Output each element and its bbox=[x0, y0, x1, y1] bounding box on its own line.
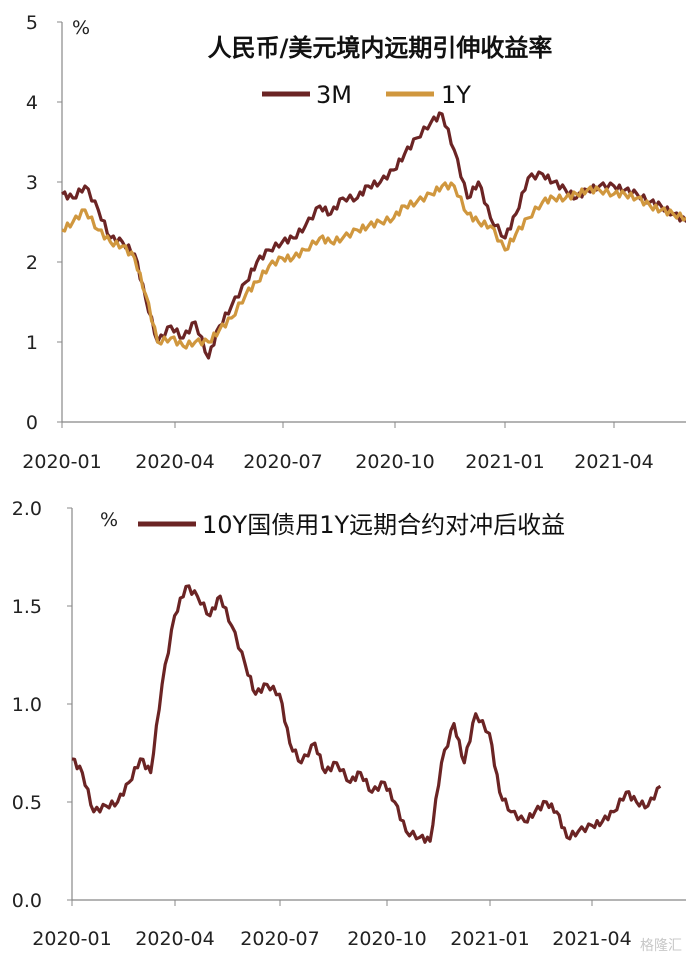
chart-2: 0.0 0.5 1.0 1.5 2.0 2020-01 2020-04 2020-07 2020… bbox=[12, 498, 686, 950]
x-tick-label: 2021-01 bbox=[450, 928, 529, 950]
y-tick-label: 2.0 bbox=[12, 498, 42, 520]
series-line-1Y bbox=[61, 181, 686, 350]
chart-title: 人民币/美元境内远期引伸收益率 bbox=[208, 34, 553, 62]
x-tick-label: 2020-04 bbox=[135, 451, 214, 473]
y-tick-label: 1.5 bbox=[12, 596, 42, 618]
x-tick-label: 2021-01 bbox=[465, 451, 544, 473]
y-tick-label: 5 bbox=[26, 12, 38, 34]
x-tick-label: 2020-10 bbox=[355, 451, 434, 473]
unit-label: % bbox=[100, 509, 118, 531]
x-tick-label: 2020-07 bbox=[243, 451, 322, 473]
x-tick-label: 2021-04 bbox=[574, 451, 653, 473]
series-line-10Y国债用1Y远期合约对冲后收益 bbox=[71, 584, 662, 844]
y-tick-label: 0.0 bbox=[12, 890, 42, 912]
x-tick-label: 2020-04 bbox=[135, 928, 214, 950]
x-tick-label: 2020-01 bbox=[32, 928, 111, 950]
legend-label: 3M bbox=[316, 81, 352, 109]
y-tick-label: 1 bbox=[26, 332, 38, 354]
legend-label: 1Y bbox=[441, 81, 471, 109]
y-tick-label: 0 bbox=[26, 412, 38, 434]
y-tick-label: 0.5 bbox=[12, 792, 42, 814]
x-tick-label: 2021-04 bbox=[552, 928, 631, 950]
unit-label: % bbox=[72, 17, 90, 39]
y-tick-label: 4 bbox=[26, 92, 38, 114]
y-tick-label: 2 bbox=[26, 252, 38, 274]
y-tick-label: 1.0 bbox=[12, 694, 42, 716]
legend-label: 10Y国债用1Y远期合约对冲后收益 bbox=[202, 511, 565, 539]
x-tick-label: 2020-10 bbox=[347, 928, 426, 950]
y-tick-label: 3 bbox=[26, 172, 38, 194]
x-tick-label: 2020-07 bbox=[240, 928, 319, 950]
watermark: 格隆汇 bbox=[640, 938, 682, 954]
x-tick-label: 2020-01 bbox=[22, 451, 101, 473]
chart-1: 0 1 2 3 4 5 2020-01 2020-04 2020-07 2020-10 2021-0… bbox=[22, 12, 686, 473]
series-line-3M bbox=[61, 111, 686, 360]
